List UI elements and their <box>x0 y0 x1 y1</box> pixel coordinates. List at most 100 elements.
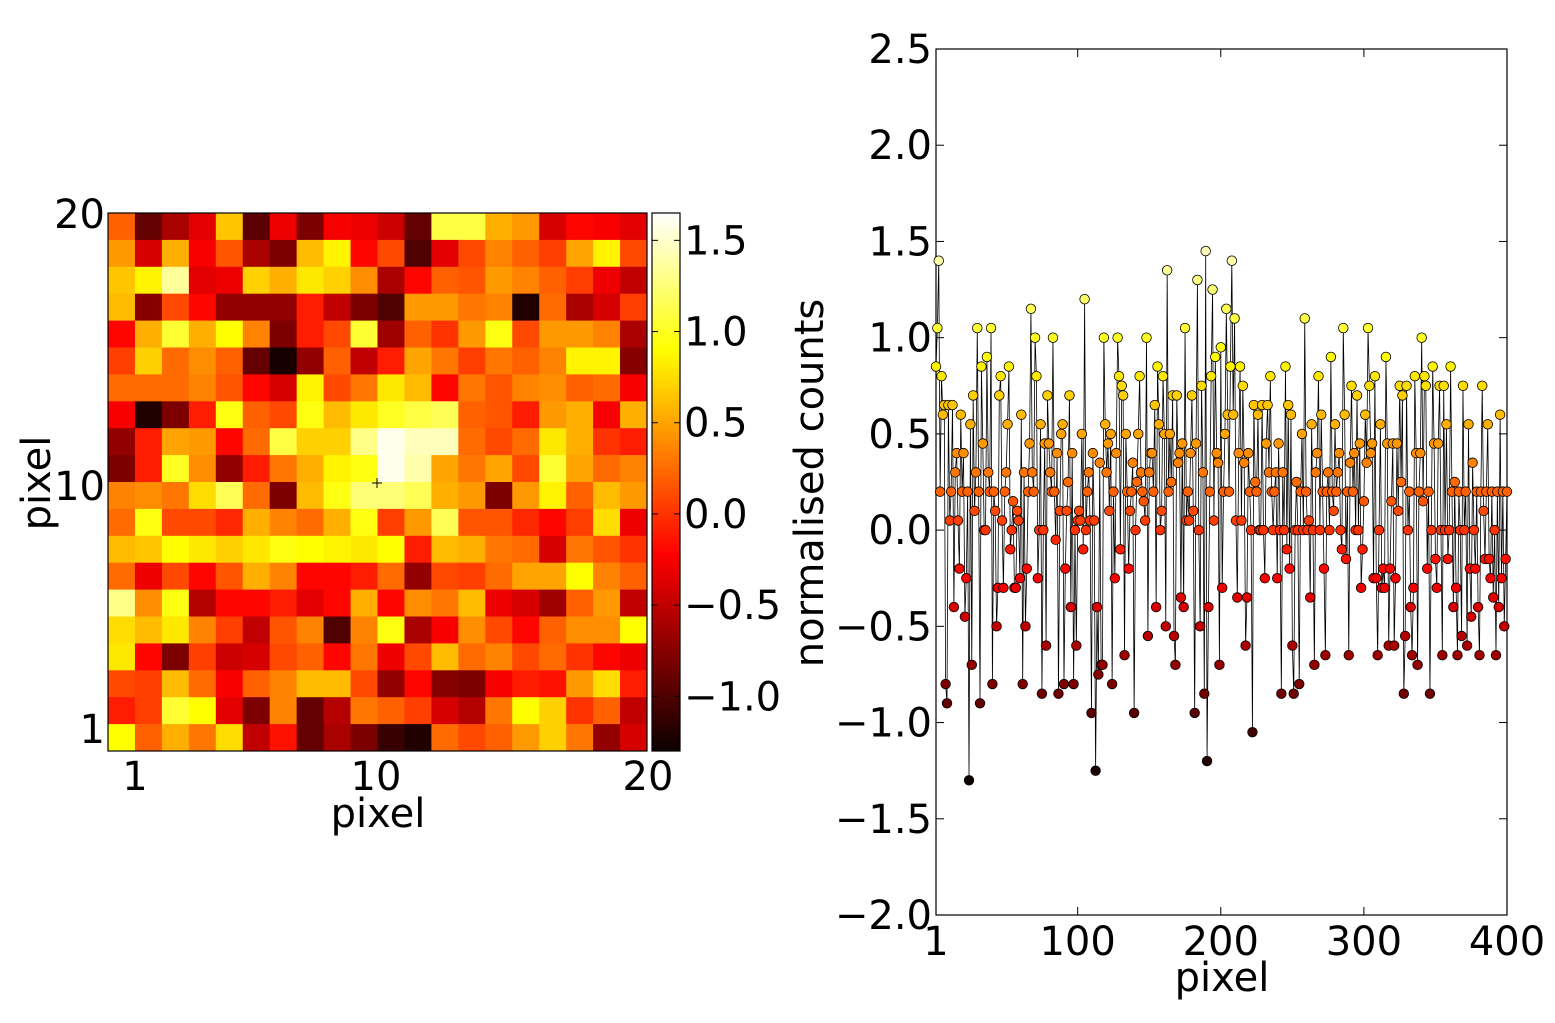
heatmap-cell <box>485 508 513 537</box>
heatmap-cell <box>485 401 513 429</box>
heatmap-cell <box>242 320 271 348</box>
scatter-point <box>1210 351 1221 363</box>
scatter-point <box>1117 390 1129 401</box>
scatter-point <box>1035 419 1046 430</box>
heatmap-cell <box>108 670 136 698</box>
heatmap-cell <box>323 535 351 564</box>
scatter-point <box>1003 361 1015 372</box>
heatmap-cell <box>485 428 513 456</box>
heatmap-cell <box>485 482 513 510</box>
scatter-point <box>1047 332 1059 343</box>
heatmap-cell <box>108 562 136 590</box>
heatmap-cell <box>108 589 136 617</box>
scatter-point <box>1013 515 1024 526</box>
heatmap-cell <box>458 482 486 510</box>
scatter-point <box>1027 467 1038 478</box>
heatmap-cell <box>431 428 459 456</box>
scatter-point <box>1442 553 1454 565</box>
scatter-point <box>1111 447 1122 459</box>
scatter-x-tick-label: 200 <box>1183 919 1259 965</box>
scatter-point <box>1108 486 1119 497</box>
heatmap-cell <box>593 239 621 268</box>
heatmap-cell <box>323 670 351 698</box>
heatmap-cell <box>323 293 351 321</box>
heatmap-cell <box>404 266 432 295</box>
heatmap-cell <box>539 266 567 295</box>
heatmap-cell <box>134 428 163 456</box>
heatmap-cell <box>431 266 459 295</box>
heatmap-y-axis: 1 10 20 <box>54 192 105 753</box>
heatmap-cell <box>296 347 324 375</box>
scatter-point <box>977 438 988 449</box>
heatmap-cell <box>161 508 190 537</box>
heatmap-cell <box>323 239 351 268</box>
scatter-point <box>1355 582 1367 594</box>
scatter-point <box>1291 476 1302 488</box>
heatmap-cell <box>296 670 324 698</box>
heatmap-cells <box>108 213 648 752</box>
scatter-point <box>1339 409 1350 420</box>
scatter-point <box>1080 524 1092 536</box>
heatmap-cell <box>512 724 540 752</box>
heatmap-cell <box>404 293 432 321</box>
heatmap-cell <box>134 643 163 671</box>
scatter-point <box>1177 438 1188 449</box>
heatmap-cell <box>539 320 567 348</box>
scatter-point <box>1186 390 1198 401</box>
scatter-point <box>1031 370 1042 382</box>
heatmap-cell <box>215 266 244 295</box>
scatter-point <box>945 486 957 497</box>
scatter-point <box>1460 486 1471 497</box>
heatmap-cell <box>620 697 648 725</box>
heatmap-cell <box>134 239 163 268</box>
heatmap-cell <box>593 374 621 402</box>
scatter-point <box>1423 486 1434 497</box>
heatmap-cell <box>404 670 432 698</box>
heatmap-cell <box>431 374 459 402</box>
scatter-point <box>1138 496 1149 507</box>
scatter-point <box>996 515 1008 526</box>
heatmap-cell <box>242 401 271 429</box>
heatmap-y-tick-label: 1 <box>80 707 105 753</box>
heatmap-cell <box>108 482 136 510</box>
scatter-point <box>1366 438 1378 449</box>
scatter-point <box>937 409 949 420</box>
heatmap-cell <box>242 670 271 698</box>
heatmap-cell <box>566 482 594 510</box>
scatter-point <box>1416 332 1427 343</box>
heatmap-cell <box>458 589 486 617</box>
scatter-point <box>1417 496 1429 507</box>
heatmap-cell <box>458 643 486 671</box>
heatmap-cell <box>323 589 351 617</box>
heatmap-cell <box>431 535 459 564</box>
scatter-point <box>1078 544 1089 555</box>
heatmap-cell <box>350 428 378 456</box>
heatmap-cell <box>134 697 163 725</box>
heatmap-cell <box>431 347 459 375</box>
heatmap-cell <box>323 697 351 725</box>
heatmap-cell <box>620 482 648 510</box>
scatter-point <box>947 399 958 411</box>
heatmap-cell <box>161 347 190 375</box>
scatter-point <box>1189 707 1200 719</box>
heatmap-cell <box>458 428 486 456</box>
scatter-point <box>1216 582 1228 594</box>
heatmap-cell <box>458 293 486 321</box>
heatmap-cell <box>269 697 298 725</box>
heatmap-cell <box>593 670 621 698</box>
heatmap-cell <box>458 320 486 348</box>
heatmap-cell <box>566 589 594 617</box>
scatter-point <box>1170 659 1181 671</box>
heatmap-cell <box>350 616 378 644</box>
heatmap-cell <box>377 374 405 402</box>
heatmap-cell <box>215 697 244 725</box>
heatmap-cell <box>161 670 190 698</box>
heatmap-cell <box>350 213 378 241</box>
scatter-point <box>1164 428 1176 440</box>
scatter-point <box>1294 678 1305 690</box>
scatter-point <box>974 698 986 709</box>
heatmap-y-axis-label: pixel <box>14 436 60 531</box>
scatter-point <box>1457 380 1469 391</box>
heatmap-cell <box>215 616 244 644</box>
scatter-point <box>1373 524 1385 536</box>
